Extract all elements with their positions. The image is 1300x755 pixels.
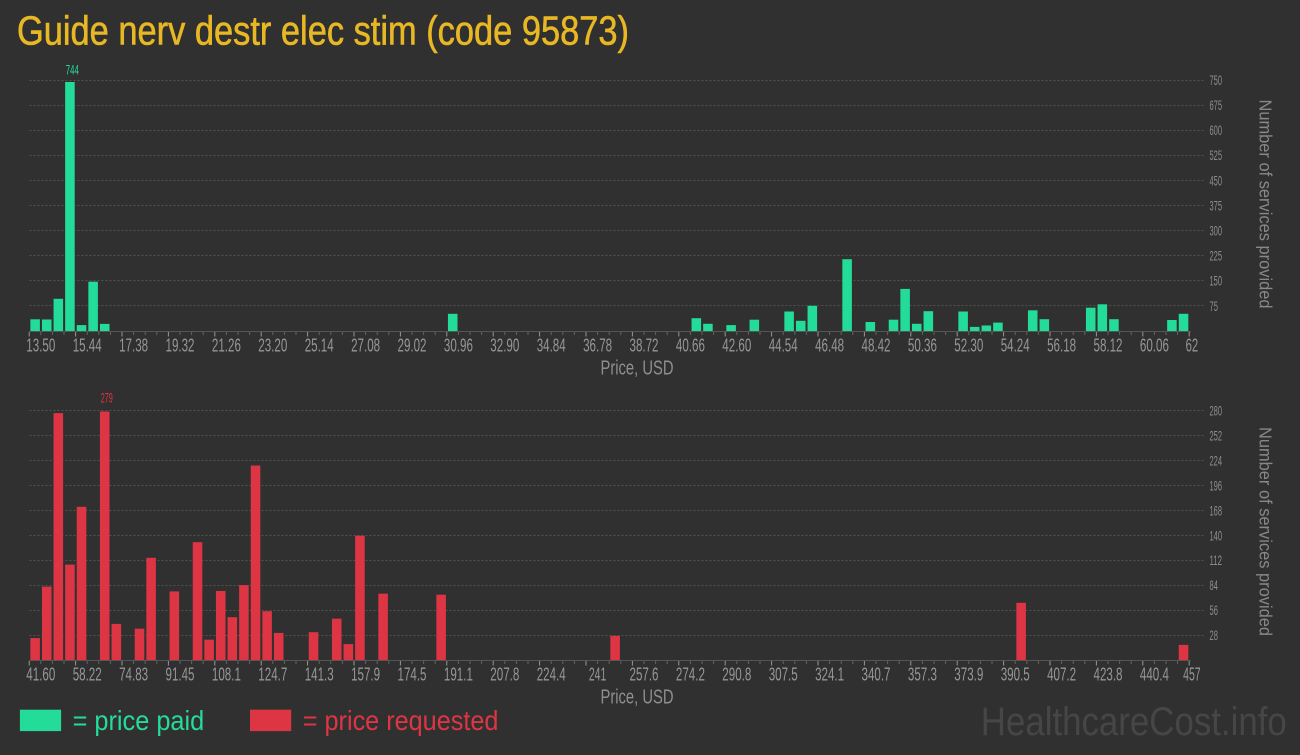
svg-text:390.5: 390.5: [1001, 664, 1030, 685]
svg-text:407.2: 407.2: [1047, 664, 1076, 685]
svg-text:40.66: 40.66: [676, 335, 705, 356]
svg-text:675: 675: [1210, 98, 1223, 113]
svg-text:357.3: 357.3: [908, 664, 937, 685]
svg-text:Price, USD: Price, USD: [601, 686, 674, 708]
svg-text:HealthcareCost.info: HealthcareCost.info: [981, 700, 1287, 744]
svg-text:15.44: 15.44: [73, 335, 102, 356]
svg-text:274.2: 274.2: [676, 664, 705, 685]
svg-text:36.78: 36.78: [583, 335, 612, 356]
svg-text:279: 279: [101, 390, 113, 405]
svg-text:Number of services provided: Number of services provided: [1256, 427, 1276, 636]
svg-text:50.36: 50.36: [908, 335, 937, 356]
svg-text:29.02: 29.02: [398, 335, 427, 356]
svg-text:241: 241: [589, 664, 607, 685]
svg-text:54.24: 54.24: [1001, 335, 1030, 356]
svg-text:191.1: 191.1: [444, 664, 473, 685]
svg-text:46.48: 46.48: [815, 335, 844, 356]
svg-text:30.96: 30.96: [444, 335, 473, 356]
svg-text:224.4: 224.4: [537, 664, 566, 685]
svg-text:Number of services provided: Number of services provided: [1256, 100, 1276, 309]
svg-text:373.9: 373.9: [954, 664, 983, 685]
svg-text:157.9: 157.9: [351, 664, 380, 685]
svg-text:224: 224: [1210, 454, 1223, 469]
svg-text:124.7: 124.7: [258, 664, 287, 685]
svg-text:750: 750: [1210, 73, 1223, 88]
svg-text:112: 112: [1210, 553, 1223, 568]
svg-text:91.45: 91.45: [166, 664, 195, 685]
svg-text:41.60: 41.60: [26, 664, 55, 685]
svg-text:84: 84: [1210, 578, 1219, 593]
svg-text:108.1: 108.1: [212, 664, 241, 685]
svg-text:75: 75: [1210, 299, 1218, 314]
svg-text:600: 600: [1210, 123, 1223, 138]
svg-text:307.5: 307.5: [769, 664, 798, 685]
svg-text:32.90: 32.90: [490, 335, 519, 356]
svg-text:290.8: 290.8: [722, 664, 751, 685]
svg-text:140: 140: [1210, 528, 1223, 543]
svg-text:257.6: 257.6: [630, 664, 659, 685]
svg-text:74.83: 74.83: [119, 664, 148, 685]
svg-text:375: 375: [1210, 198, 1223, 213]
svg-text:252: 252: [1210, 429, 1223, 444]
svg-text:196: 196: [1210, 478, 1223, 493]
svg-text:744: 744: [66, 63, 79, 78]
svg-text:324.1: 324.1: [815, 664, 844, 685]
svg-text:207.8: 207.8: [490, 664, 519, 685]
svg-text:440.4: 440.4: [1140, 664, 1169, 685]
svg-text:168: 168: [1210, 503, 1223, 518]
svg-text:300: 300: [1210, 224, 1223, 239]
svg-text:21.26: 21.26: [212, 335, 241, 356]
svg-text:= price requested: = price requested: [303, 705, 499, 736]
svg-text:58.12: 58.12: [1094, 335, 1123, 356]
svg-text:141.3: 141.3: [305, 664, 334, 685]
svg-text:52.30: 52.30: [954, 335, 983, 356]
svg-text:17.38: 17.38: [119, 335, 148, 356]
svg-text:280: 280: [1210, 404, 1223, 419]
svg-text:48.42: 48.42: [862, 335, 891, 356]
svg-text:42.60: 42.60: [722, 335, 751, 356]
svg-text:Price, USD: Price, USD: [601, 358, 674, 380]
svg-text:25.14: 25.14: [305, 335, 334, 356]
svg-text:34.84: 34.84: [537, 335, 566, 356]
svg-text:23.20: 23.20: [258, 335, 287, 356]
svg-text:457: 457: [1183, 664, 1201, 685]
svg-text:44.54: 44.54: [769, 335, 798, 356]
svg-text:340.7: 340.7: [862, 664, 891, 685]
svg-text:38.72: 38.72: [630, 335, 659, 356]
svg-text:13.50: 13.50: [26, 335, 55, 356]
svg-text:19.32: 19.32: [166, 335, 195, 356]
svg-text:27.08: 27.08: [351, 335, 380, 356]
svg-text:56: 56: [1210, 603, 1218, 618]
svg-text:Guide nerv destr elec stim (co: Guide nerv destr elec stim (code 95873): [17, 8, 629, 54]
svg-text:225: 225: [1210, 249, 1223, 264]
svg-text:423.8: 423.8: [1094, 664, 1123, 685]
svg-text:450: 450: [1210, 173, 1223, 188]
svg-text:56.18: 56.18: [1047, 335, 1076, 356]
svg-text:= price paid: = price paid: [73, 705, 205, 736]
svg-text:28: 28: [1210, 628, 1218, 643]
svg-text:62: 62: [1186, 335, 1199, 356]
svg-text:150: 150: [1210, 274, 1223, 289]
svg-text:58.22: 58.22: [73, 664, 102, 685]
svg-text:174.5: 174.5: [398, 664, 427, 685]
svg-text:525: 525: [1210, 148, 1223, 163]
svg-text:60.06: 60.06: [1140, 335, 1169, 356]
